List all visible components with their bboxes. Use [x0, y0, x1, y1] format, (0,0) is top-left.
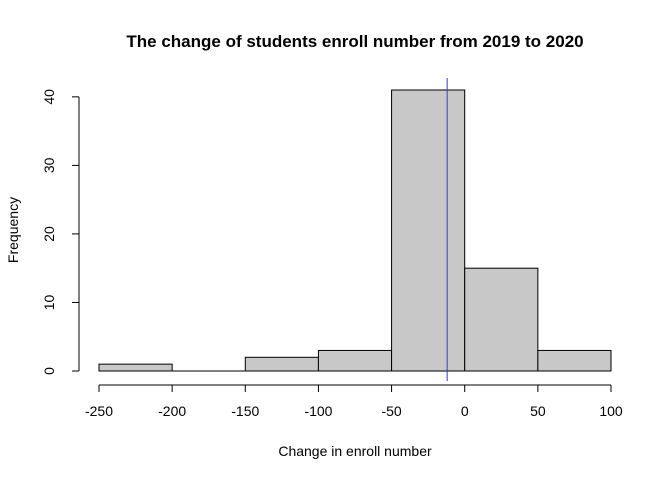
x-tick-label: 100: [599, 403, 623, 419]
y-tick-label: 30: [41, 157, 57, 173]
y-tick-label: 0: [41, 367, 57, 375]
histogram-bar-4: [391, 89, 466, 372]
x-tick-label: -150: [231, 403, 259, 419]
x-tick-label: 50: [530, 403, 546, 419]
x-tick-label: -50: [381, 403, 401, 419]
y-tick-label: 20: [41, 226, 57, 242]
histogram-bar-3: [317, 349, 393, 372]
histogram-bar-0: [98, 363, 173, 372]
y-axis: 0 10 20 30 40: [41, 89, 80, 375]
histogram-bar-6: [537, 349, 612, 372]
y-axis-label: Frequency: [5, 197, 21, 263]
chart-title: The change of students enroll number fro…: [126, 32, 583, 51]
histogram-bar-5: [464, 267, 539, 372]
x-tick-label: -100: [304, 403, 332, 419]
bars-group: [98, 89, 612, 372]
x-axis-label: Change in enroll number: [278, 443, 432, 459]
y-tick-label: 40: [41, 89, 57, 105]
histogram-bar-2: [244, 356, 319, 372]
y-tick-label: 10: [41, 294, 57, 310]
x-axis: -250 -200 -150 -100 -50 0 50 100: [85, 384, 623, 419]
x-tick-label: -200: [158, 403, 186, 419]
x-tick-label: 0: [461, 403, 469, 419]
x-tick-label: -250: [85, 403, 113, 419]
